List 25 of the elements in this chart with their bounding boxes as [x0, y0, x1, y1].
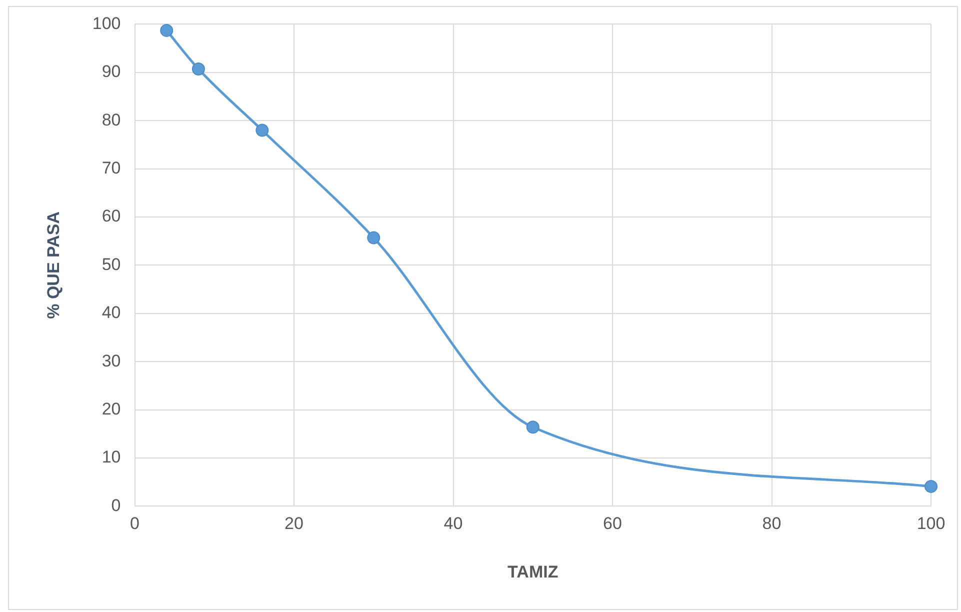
point — [526, 420, 540, 434]
point — [256, 124, 269, 137]
x-axis-title: TAMIZ — [508, 562, 558, 582]
x-tick-label: 60 — [603, 514, 622, 534]
y-tick-label: 0 — [111, 496, 121, 515]
y-axis-title: % QUE PASA — [44, 212, 63, 319]
x-tick-label: 20 — [284, 514, 304, 534]
y-tick-label: 100 — [92, 14, 121, 33]
point — [924, 480, 938, 493]
x-tick-label: 100 — [916, 514, 946, 534]
y-tick-label: 70 — [102, 158, 121, 178]
x-tick-label: 0 — [130, 514, 140, 534]
x-tick-label: 40 — [444, 514, 463, 534]
y-tick-label: 50 — [102, 254, 121, 274]
point — [367, 231, 380, 244]
y-tick-label: 40 — [102, 303, 121, 322]
y-tick-label: 30 — [102, 351, 121, 370]
y-tick-label: 90 — [102, 62, 121, 82]
y-tick-label: 10 — [102, 448, 121, 467]
y-tick-label: 60 — [102, 206, 121, 226]
x-tick-label: 80 — [762, 514, 782, 534]
y-tick-label: 20 — [102, 399, 121, 418]
point — [192, 62, 205, 76]
point — [160, 24, 174, 37]
y-tick-label: 80 — [102, 110, 121, 130]
